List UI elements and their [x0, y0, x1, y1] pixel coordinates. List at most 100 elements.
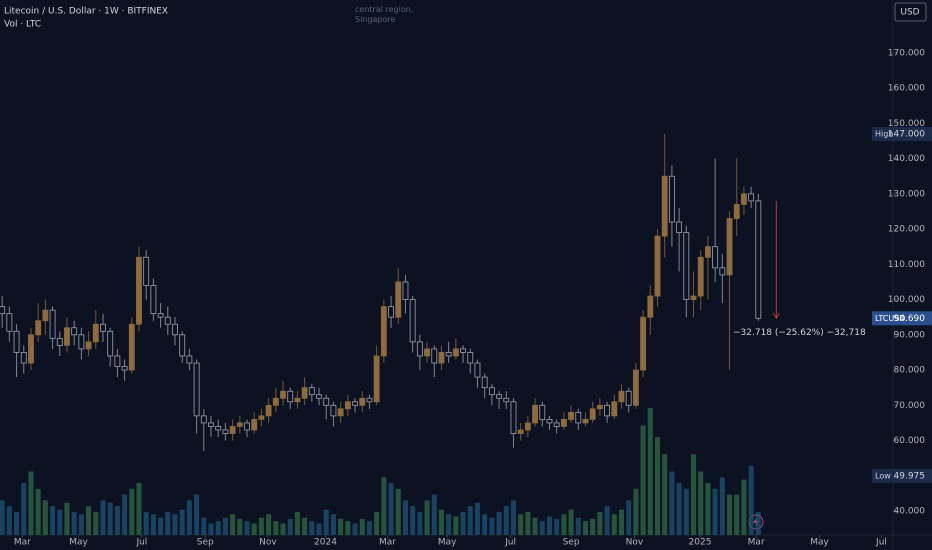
- volume-bar: [194, 494, 200, 535]
- candle-body: [474, 362, 481, 378]
- candle-body: [438, 352, 445, 364]
- candle-body: [402, 281, 409, 300]
- candle-body: [56, 337, 63, 346]
- candle-body: [186, 355, 193, 364]
- candle-body: [582, 419, 589, 424]
- candle-body: [316, 394, 322, 399]
- candle-body: [510, 401, 517, 434]
- volume-bar: [727, 494, 733, 535]
- volume-bar: [179, 509, 185, 535]
- candle-body: [215, 426, 222, 431]
- low-tag-value: 49.975: [894, 471, 926, 481]
- chart-title: Litecoin / U.S. Dollar · 1W · BITFINEX: [4, 7, 168, 17]
- x-tick-label: Mar: [14, 538, 31, 548]
- y-tick-label: 130.000: [888, 189, 925, 199]
- volume-bar: [129, 488, 135, 535]
- candle-body: [741, 193, 747, 205]
- volume-bar: [676, 483, 682, 535]
- candle-body: [272, 397, 279, 406]
- currency-box[interactable]: [894, 2, 927, 22]
- volume-bar: [741, 479, 747, 535]
- candle-body: [596, 404, 603, 410]
- candle-body: [560, 419, 567, 427]
- x-tick-label: Mar: [379, 538, 396, 548]
- x-tick-label: Sep: [563, 538, 580, 548]
- candle-body: [107, 330, 114, 357]
- candle-body: [589, 408, 596, 420]
- currency[interactable]: USD: [900, 8, 919, 18]
- volume-bar: [330, 514, 336, 535]
- candle-body: [157, 313, 164, 318]
- candle-body: [733, 204, 740, 219]
- high-tag-bg: [872, 126, 932, 141]
- y-tick-label: 60.000: [894, 436, 926, 446]
- volume-bar: [172, 514, 178, 535]
- volume-bar: [143, 511, 149, 535]
- y-tick-label: 150.000: [888, 119, 925, 129]
- volume-bar: [633, 488, 639, 535]
- candle-body: [222, 429, 229, 434]
- x-tick-label: Jul: [135, 538, 147, 548]
- candle-body: [265, 404, 272, 417]
- watermark: central region, Singapore: [355, 5, 413, 24]
- candle-body: [330, 404, 337, 417]
- volume-bar: [280, 523, 286, 535]
- volume-bar: [35, 488, 41, 535]
- candle-body: [258, 415, 265, 420]
- candle-body: [20, 352, 27, 364]
- volume-bar: [230, 514, 236, 535]
- volume-bar: [417, 511, 423, 535]
- candle-body: [251, 419, 258, 431]
- candle-body: [539, 404, 546, 420]
- y-tick-label: 110.000: [888, 260, 925, 270]
- candle-body: [654, 235, 661, 297]
- candle-body: [0, 306, 6, 315]
- candle-body: [229, 426, 236, 434]
- y-tick-label: 120.000: [888, 225, 925, 235]
- x-tick-label: Sep: [197, 538, 214, 548]
- candle-body: [625, 390, 632, 406]
- x-tick-label: Nov: [626, 538, 644, 548]
- volume-bar: [366, 521, 372, 535]
- candle-body: [546, 419, 553, 424]
- volume-bar: [712, 488, 718, 535]
- candle-body: [114, 355, 121, 367]
- volume-bar: [28, 471, 34, 535]
- candle-body: [467, 352, 474, 364]
- candle-body: [424, 348, 430, 357]
- candle-body: [683, 232, 690, 300]
- volume-bar: [100, 500, 106, 535]
- x-tick-label: May: [69, 538, 88, 548]
- candle-body: [726, 218, 733, 276]
- candle-body: [704, 246, 711, 258]
- volume-bar: [510, 500, 516, 535]
- candle-body: [647, 295, 654, 318]
- candle-body: [388, 306, 394, 318]
- x-tick-label: 2024: [314, 538, 337, 548]
- volume-bar: [705, 483, 711, 535]
- volume-bar: [597, 511, 603, 535]
- candle-body: [193, 362, 200, 417]
- volume-bar: [114, 506, 120, 535]
- chart-subtitle: Vol · LTC: [4, 20, 41, 30]
- volume-bar: [582, 521, 589, 535]
- y-tick-label: 40.000: [894, 507, 926, 517]
- x-tick-label: May: [438, 538, 457, 548]
- candle-body: [452, 348, 459, 357]
- volume-bar: [626, 500, 632, 535]
- y-tick-label: 100.000: [888, 295, 925, 305]
- high-tag-name: High: [875, 129, 893, 138]
- volume-bar: [618, 509, 625, 535]
- x-tick-label: May: [810, 538, 829, 548]
- volume-bar: [734, 494, 740, 535]
- y-tick-label: 140.000: [888, 154, 925, 164]
- volume-bar: [0, 500, 5, 535]
- volume-bar: [237, 518, 243, 535]
- volume-bar: [258, 517, 264, 535]
- volume-bar: [165, 511, 171, 535]
- candle-body: [395, 281, 402, 318]
- candle-body: [416, 341, 423, 357]
- candle-body: [244, 422, 250, 431]
- volume-bar: [381, 477, 387, 535]
